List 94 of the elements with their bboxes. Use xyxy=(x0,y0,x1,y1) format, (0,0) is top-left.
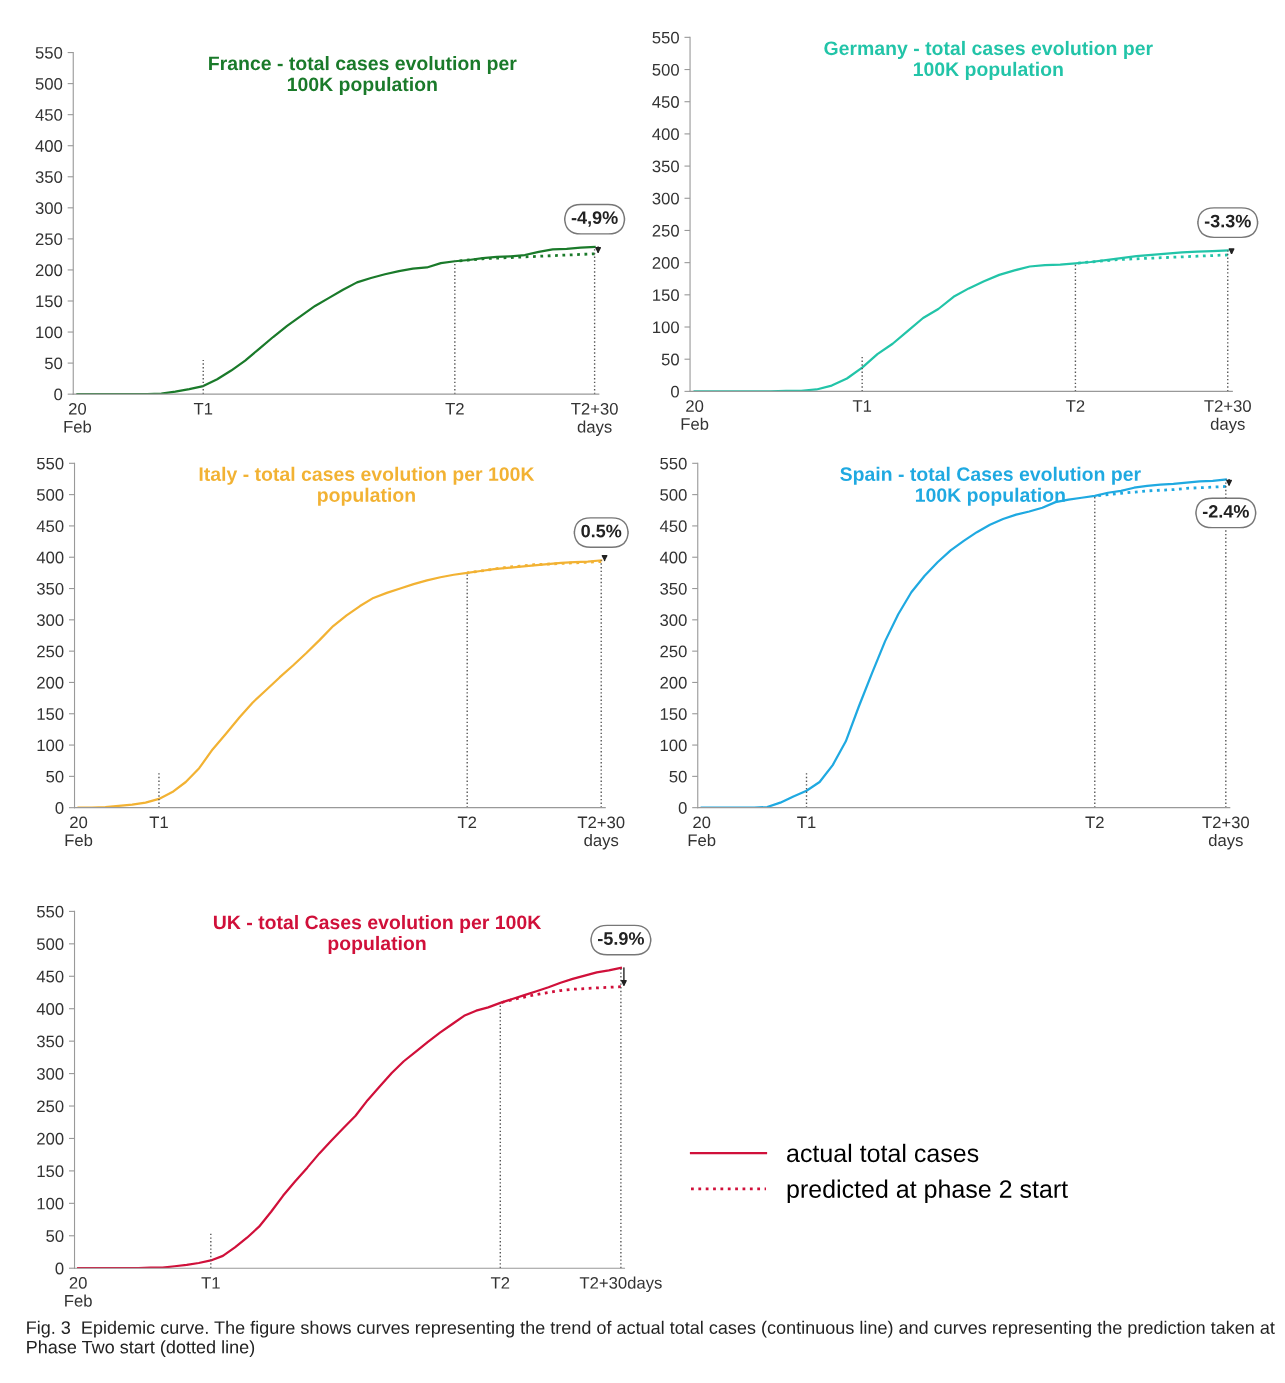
y-tick-label: 400 xyxy=(35,140,63,152)
y-tick-label: 450 xyxy=(35,109,63,121)
y-tick-label: 150 xyxy=(37,708,64,720)
y-tick-label: 100 xyxy=(36,326,63,339)
y-tick-label: 400 xyxy=(652,128,679,141)
y-tick-label: 400 xyxy=(659,551,687,564)
y-tick-label: 200 xyxy=(37,1132,64,1145)
text: Germany - total cases evolution per 100K population xyxy=(824,40,1153,80)
y-tick-label: 100 xyxy=(37,739,64,752)
y-tick-label: 350 xyxy=(36,582,64,595)
annotation: -3.3% xyxy=(1204,214,1251,228)
y-tick-label: 500 xyxy=(35,78,63,90)
y-tick-label: 450 xyxy=(36,970,64,983)
x-tick-label: 20 Feb xyxy=(688,816,716,847)
y-tick-label: 300 xyxy=(36,1067,64,1080)
y-tick-label: 250 xyxy=(35,233,63,246)
caption: Fig. 3 Epidemic curve. The figure shows curves representing the trend of actual total cases (continuous line) and curves representing the prediction taken at Phase Two start (dotted line) xyxy=(27,1320,1275,1358)
y-tick-label: 50 xyxy=(46,1230,64,1242)
y-tick-label: 500 xyxy=(36,489,64,501)
y-tick-label: 450 xyxy=(659,520,687,533)
y-tick-label: 300 xyxy=(35,202,63,215)
y-tick-label: 450 xyxy=(36,520,64,533)
y-tick-label: 0 xyxy=(55,802,64,814)
y-tick-label: 550 xyxy=(660,457,687,470)
y-tick-label: 550 xyxy=(652,31,679,44)
y-tick-label: 250 xyxy=(37,1100,64,1113)
x-tick-label: T2+30 days xyxy=(571,402,618,436)
y-tick-label: 400 xyxy=(36,1003,64,1015)
y-tick-label: 400 xyxy=(36,551,64,564)
x-tick-label: T2+30 days xyxy=(577,816,625,850)
annotation: 0.5% xyxy=(581,524,622,538)
line-series xyxy=(77,966,622,1269)
legend-label: actual total cases xyxy=(787,1143,979,1163)
annotation: -2.4% xyxy=(1202,504,1249,518)
x-tick-label: 20 Feb xyxy=(681,400,709,430)
y-tick-label: 550 xyxy=(35,46,63,59)
y-tick-label: 350 xyxy=(36,1035,64,1048)
y-tick-label: 500 xyxy=(36,938,64,951)
x-tick-label: T2+30days xyxy=(579,1276,662,1293)
annotation: -4,9% xyxy=(571,211,618,227)
text: UK - total Cases evolution per 100K population xyxy=(213,914,542,955)
y-tick-label: 500 xyxy=(652,63,679,76)
x-tick-label: T2 xyxy=(445,402,464,415)
y-tick-label: 50 xyxy=(44,357,63,370)
y-tick-label: 150 xyxy=(36,295,63,308)
y-tick-label: 250 xyxy=(660,645,687,658)
x-tick-label: T2+30 days xyxy=(1202,816,1250,850)
annotation: -5.9% xyxy=(598,932,644,945)
y-tick-label: 550 xyxy=(36,457,64,470)
y-tick-label: 0 xyxy=(55,1262,64,1275)
y-tick-label: 350 xyxy=(652,160,679,173)
text: France - total cases evolution per 100K population xyxy=(209,55,517,96)
x-tick-label: T1 xyxy=(852,400,872,412)
y-tick-label: 100 xyxy=(37,1197,64,1210)
y-tick-label: 50 xyxy=(661,353,679,366)
y-tick-label: 300 xyxy=(652,192,679,205)
y-tick-label: 500 xyxy=(660,489,687,501)
legend-label: predicted at phase 2 start xyxy=(787,1179,1068,1203)
y-tick-label: 0 xyxy=(678,802,687,814)
x-tick-label: T1 xyxy=(149,816,168,829)
y-tick-label: 300 xyxy=(36,614,64,627)
y-tick-label: 550 xyxy=(36,905,64,918)
y-tick-label: 200 xyxy=(652,257,679,269)
y-tick-label: 350 xyxy=(660,582,687,595)
y-tick-label: 450 xyxy=(652,96,679,108)
text: Italy - total cases evolution per 100K population xyxy=(199,466,535,506)
y-tick-label: 350 xyxy=(35,171,63,183)
x-tick-label: T1 xyxy=(193,403,213,415)
x-tick-label: T1 xyxy=(797,816,816,829)
x-tick-label: T1 xyxy=(201,1277,220,1289)
y-tick-label: 150 xyxy=(37,1165,64,1178)
y-tick-label: 50 xyxy=(46,770,64,783)
y-tick-label: 100 xyxy=(653,321,679,334)
y-tick-label: 150 xyxy=(653,289,679,302)
x-tick-label: T2 xyxy=(490,1276,510,1289)
y-tick-label: 300 xyxy=(660,614,687,627)
y-tick-label: 200 xyxy=(37,676,64,689)
y-tick-label: 200 xyxy=(35,264,63,277)
y-tick-label: 200 xyxy=(660,676,687,689)
x-tick-label: 20 Feb xyxy=(64,402,92,433)
y-tick-label: 0 xyxy=(671,385,679,398)
y-tick-label: 0 xyxy=(54,388,63,401)
x-tick-label: 20 Feb xyxy=(65,1276,92,1307)
x-tick-label: T2 xyxy=(457,816,477,829)
x-tick-label: T2 xyxy=(1085,816,1104,829)
y-tick-label: 100 xyxy=(660,739,687,752)
y-tick-label: 50 xyxy=(669,770,687,783)
y-tick-label: 150 xyxy=(660,708,687,720)
y-tick-label: 250 xyxy=(652,224,679,237)
x-tick-label: T2 xyxy=(1066,400,1085,412)
x-tick-label: 20 Feb xyxy=(65,816,93,847)
y-tick-label: 250 xyxy=(37,645,64,658)
text: Spain - total Cases evolution per 100K population xyxy=(840,466,1141,506)
x-tick-label: T2+30 days xyxy=(1204,400,1251,434)
